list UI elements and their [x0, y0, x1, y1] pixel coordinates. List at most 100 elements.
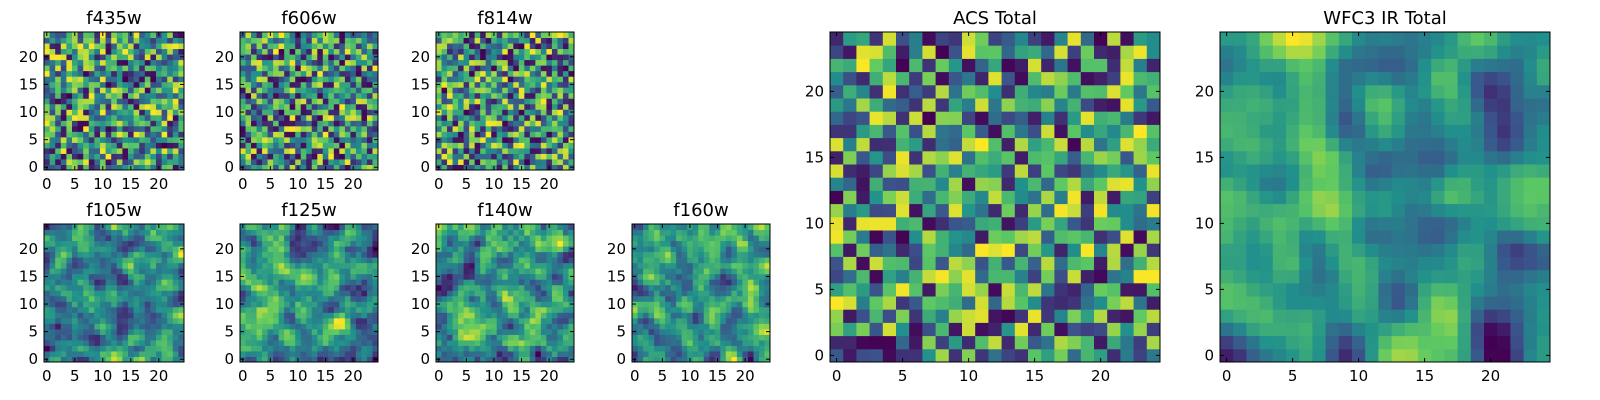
heatmap-cell: [687, 235, 694, 242]
heatmap-cell: [709, 224, 716, 231]
heatmap-cell: [116, 262, 123, 269]
heatmap-cell: [546, 262, 553, 269]
heatmap-cell: [339, 312, 346, 319]
heatmap-cell: [458, 153, 465, 160]
heatmap-cell: [178, 37, 185, 44]
heatmap-cell: [469, 284, 476, 291]
heatmap-cell: [133, 295, 140, 302]
heatmap-cell: [843, 243, 857, 257]
heatmap-cell: [441, 295, 448, 302]
heatmap-cell: [83, 317, 90, 324]
heatmap-cell: [284, 251, 291, 258]
heatmap-cell: [524, 120, 531, 127]
heatmap-cell: [83, 131, 90, 138]
heatmap-cell: [167, 59, 174, 66]
heatmap-cell: [300, 48, 307, 55]
heatmap-cell: [703, 295, 710, 302]
heatmap-cell: [742, 235, 749, 242]
heatmap-cell: [240, 323, 247, 330]
heatmap-cell: [328, 125, 335, 132]
heatmap-cell: [156, 103, 163, 110]
heatmap-cell: [100, 81, 107, 88]
heatmap-cell: [77, 76, 84, 83]
heatmap-cell: [339, 109, 346, 116]
heatmap-cell: [111, 136, 118, 143]
heatmap-cell: [139, 164, 146, 171]
heatmap-cell: [366, 92, 373, 99]
heatmap-cell: [133, 251, 140, 258]
heatmap-cell: [333, 273, 340, 280]
heatmap-cell: [328, 235, 335, 242]
heatmap-cell: [562, 76, 569, 83]
heatmap-cell: [273, 273, 280, 280]
heatmap-cell: [128, 262, 135, 269]
heatmap-cell: [111, 350, 118, 357]
heatmap-cell: [156, 279, 163, 286]
heatmap-cell: [273, 257, 280, 264]
heatmap-cell: [758, 339, 765, 346]
heatmap-cell: [896, 296, 910, 310]
y-tick-label: 10: [607, 295, 626, 313]
heatmap-cell: [339, 334, 346, 341]
heatmap-cell: [133, 350, 140, 357]
heatmap-cell: [355, 323, 362, 330]
heatmap-cell: [122, 334, 129, 341]
heatmap-cell: [55, 334, 62, 341]
heatmap-cell: [568, 70, 575, 77]
heatmap-cell: [742, 306, 749, 313]
heatmap-cell: [311, 65, 318, 72]
heatmap-cell: [507, 147, 514, 154]
heatmap-cell: [535, 103, 542, 110]
heatmap-cell: [55, 317, 62, 324]
heatmap-cell: [94, 257, 101, 264]
heatmap-cell: [144, 339, 151, 346]
heatmap-cell: [1041, 322, 1055, 337]
heatmap-cell: [150, 158, 157, 165]
heatmap-cell: [637, 235, 644, 242]
heatmap-cell: [753, 229, 760, 236]
heatmap-cell: [278, 76, 285, 83]
heatmap-cell: [161, 295, 168, 302]
heatmap-cell: [295, 147, 302, 154]
heatmap-cell: [502, 317, 509, 324]
heatmap-cell: [736, 312, 743, 319]
heatmap-cell: [463, 120, 470, 127]
heatmap-cell: [306, 284, 313, 291]
heatmap-cell: [1028, 190, 1042, 205]
heatmap-cell: [278, 262, 285, 269]
heatmap-cell: [240, 114, 247, 121]
heatmap-cell: [714, 350, 721, 357]
heatmap-cell: [632, 284, 639, 291]
heatmap-cell: [463, 273, 470, 280]
heatmap-cell: [278, 229, 285, 236]
heatmap-cell: [300, 295, 307, 302]
heatmap-cell: [328, 59, 335, 66]
heatmap-cell: [49, 87, 56, 94]
heatmap-cell: [491, 109, 498, 116]
heatmap-cell: [518, 268, 525, 275]
heatmap-cell: [100, 92, 107, 99]
heatmap-cell: [988, 269, 1003, 284]
heatmap-cell: [720, 284, 727, 291]
heatmap-cell: [524, 290, 531, 297]
heatmap-cell: [55, 306, 62, 313]
heatmap-cell: [535, 279, 542, 286]
y-tick-label: 15: [215, 267, 234, 285]
heatmap-cell: [344, 356, 351, 363]
heatmap-cell: [524, 136, 531, 143]
heatmap-cell: [251, 109, 258, 116]
heatmap-cell: [1014, 216, 1029, 231]
heatmap-cell: [122, 273, 129, 280]
heatmap-cell: [262, 81, 269, 88]
heatmap-cell: [637, 301, 644, 308]
heatmap-cell: [513, 98, 520, 105]
heatmap-cell: [172, 279, 179, 286]
heatmap-cell: [49, 103, 56, 110]
heatmap-cell: [105, 65, 112, 72]
heatmap-cell: [100, 114, 107, 121]
heatmap-cell: [105, 301, 112, 308]
heatmap-cell: [350, 350, 357, 357]
heatmap-cell: [513, 153, 520, 160]
heatmap-cell: [753, 235, 760, 242]
